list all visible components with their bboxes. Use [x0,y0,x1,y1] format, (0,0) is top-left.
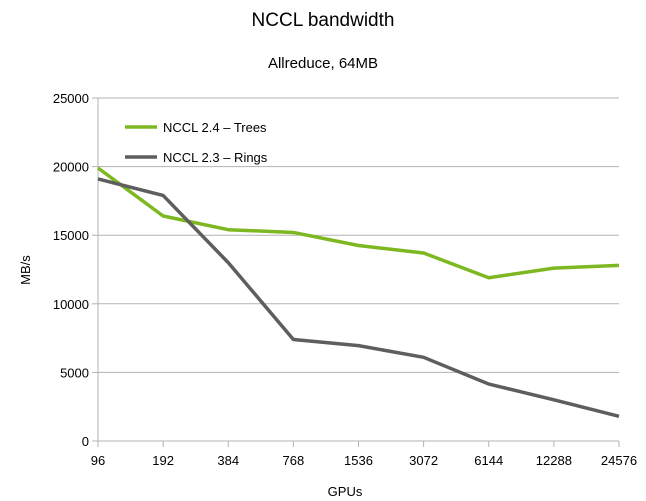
axes [97,98,620,447]
chart-title: NCCL bandwidth [252,10,395,31]
x-tick-label: 768 [283,453,305,468]
x-axis-title: GPUs [328,484,363,499]
x-tick-label: 1536 [344,453,373,468]
x-tick-label: 12288 [536,453,572,468]
gridlines [92,97,619,442]
chart-subtitle: Allreduce, 64MB [268,55,378,72]
y-tick-label: 20000 [53,160,89,175]
x-tick-label: 192 [152,453,174,468]
y-tick-label: 10000 [53,297,89,312]
x-tick-labels: 96 192 384 768 1536 3072 6144 12288 24576 [91,453,637,468]
series-lines [96,166,620,419]
x-tick-label: 6144 [474,453,503,468]
y-tick-label: 5000 [60,365,89,380]
legend-label-rings: NCCL 2.3 – Rings [163,150,268,165]
y-axis-title: MB/s [18,255,33,285]
series-line-1 [97,177,620,419]
series-line-0 [96,166,620,280]
y-tick-label: 25000 [53,91,89,106]
x-tick-label: 24576 [601,453,637,468]
legend-label-trees: NCCL 2.4 – Trees [163,120,267,135]
y-tick-labels: 0 5000 10000 15000 20000 25000 [53,91,89,449]
x-tick-label: 3072 [409,453,438,468]
y-tick-label: 15000 [53,228,89,243]
y-tick-label: 0 [82,434,89,449]
x-tick-label: 96 [91,453,105,468]
legend: NCCL 2.4 – Trees NCCL 2.3 – Rings [125,120,268,165]
x-tick-label: 384 [217,453,239,468]
